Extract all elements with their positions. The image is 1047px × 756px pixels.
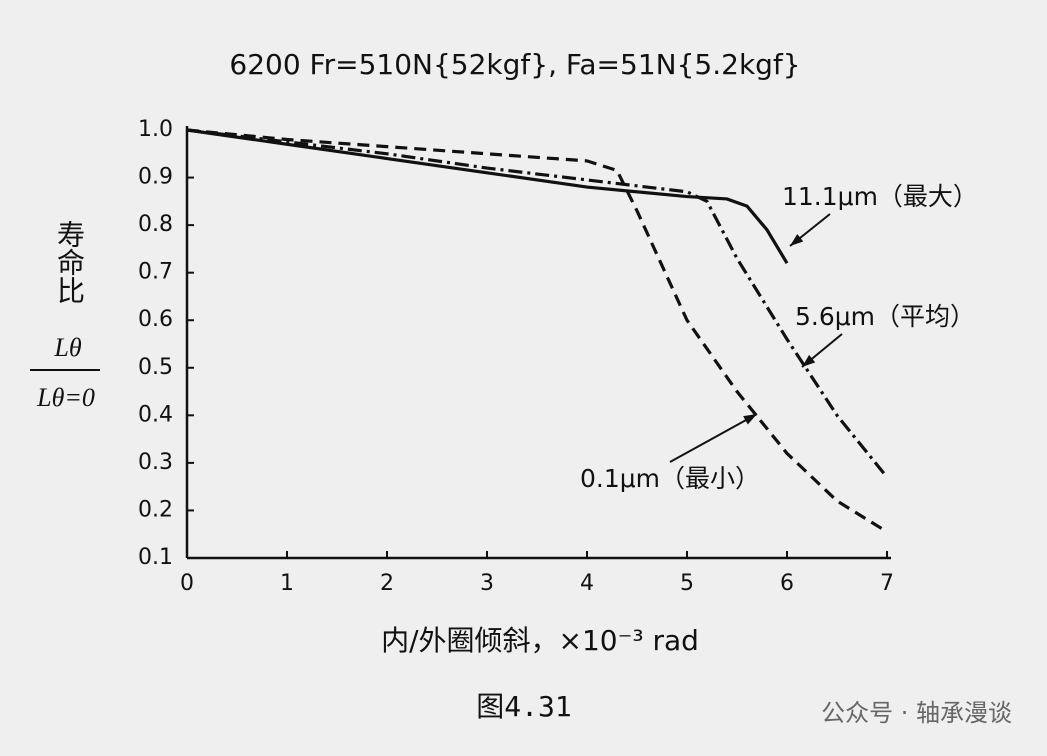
series-label: 0.1μm（最小） [580, 464, 760, 493]
arrow-head [802, 354, 816, 367]
y-axis-label: 寿命比 [53, 220, 86, 304]
series-label: 5.6μm（平均） [795, 302, 975, 331]
figure-caption: 图4.31 [476, 690, 571, 723]
y-label-denominator: Lθ=0 [36, 383, 95, 412]
y-tick-label: 0.6 [138, 307, 173, 332]
y-tick-label: 0.8 [138, 212, 173, 237]
y-tick-label: 0.2 [138, 497, 173, 522]
x-tick-label: 4 [580, 571, 594, 596]
x-tick-label: 7 [880, 571, 894, 596]
x-axis-label: 内/外圈倾斜，×10⁻³ rad [381, 624, 699, 657]
y-tick-label: 0.9 [138, 165, 173, 190]
y-tick-label: 0.7 [138, 260, 173, 285]
chart-title: 6200 Fr=510N{52kgf}, Fa=51N{5.2kgf} [229, 48, 800, 81]
x-tick-label: 0 [180, 571, 194, 596]
annotation-arrow [669, 413, 758, 463]
arrow-head [743, 414, 757, 425]
x-tick-label: 3 [480, 571, 494, 596]
y-label-numerator: Lθ [53, 333, 81, 362]
y-tick-label: 0.4 [138, 402, 173, 427]
x-tick-label: 2 [380, 571, 394, 596]
arrow-head [790, 234, 804, 246]
watermark: 公众号 · 轴承漫谈 [821, 699, 1012, 727]
y-tick-label: 0.3 [138, 450, 173, 475]
x-tick-label: 6 [780, 571, 794, 596]
y-tick-label: 1.0 [138, 117, 173, 142]
x-tick-label: 1 [280, 571, 294, 596]
y-tick-label: 0.1 [138, 545, 173, 570]
series-line [186, 128, 789, 264]
x-tick-label: 5 [680, 571, 694, 596]
series-label: 11.1μm（最大） [782, 182, 978, 211]
y-tick-label: 0.5 [138, 355, 173, 380]
